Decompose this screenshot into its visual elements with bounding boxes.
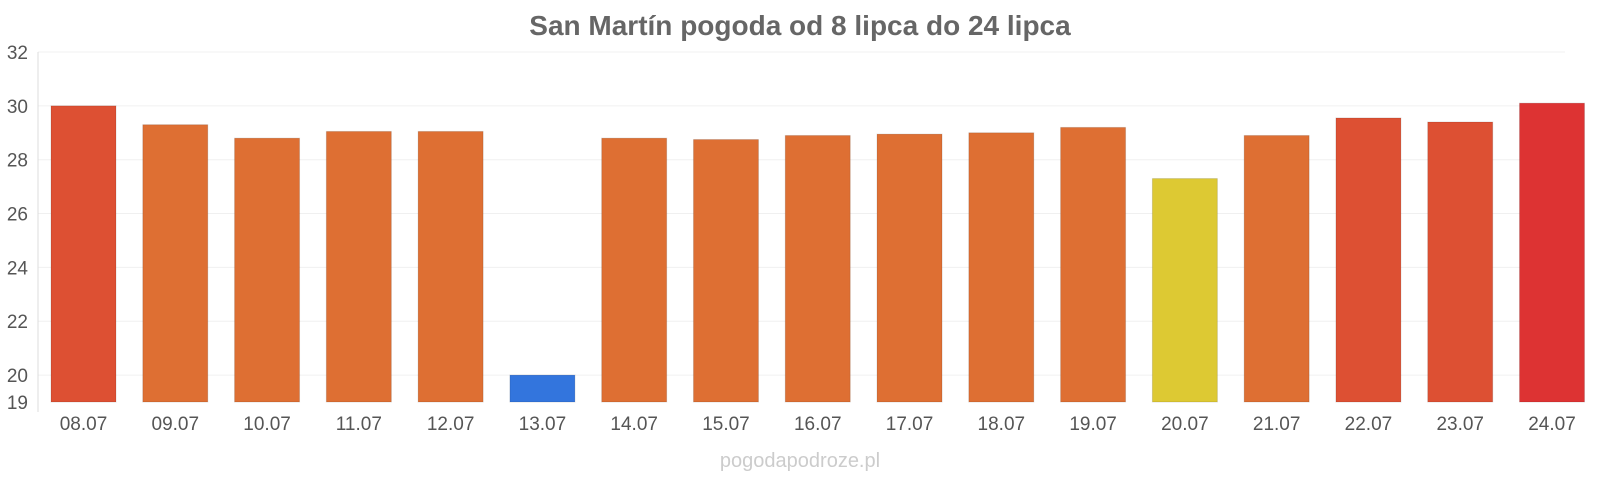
x-tick-label: 18.07 — [978, 414, 1026, 435]
bar — [1335, 117, 1402, 403]
y-tick-label: 30 — [7, 97, 28, 118]
x-tick-label: 15.07 — [702, 414, 750, 435]
bar — [417, 130, 484, 403]
bar — [142, 124, 209, 403]
bar — [1519, 102, 1585, 403]
x-tick-label: 19.07 — [1069, 414, 1117, 435]
x-tick-label: 14.07 — [610, 414, 658, 435]
x-tick-label: 16.07 — [794, 414, 842, 435]
x-tick-label: 23.07 — [1436, 414, 1484, 435]
bar — [325, 130, 392, 403]
bar — [1243, 134, 1310, 403]
bar — [1427, 121, 1494, 403]
y-tick-label: 22 — [7, 312, 28, 333]
y-tick-label: 24 — [7, 258, 29, 279]
x-tick-label: 12.07 — [427, 414, 475, 435]
x-tick-label: 17.07 — [886, 414, 934, 435]
watermark: pogodapodroze.pl — [719, 450, 881, 472]
bar — [784, 134, 851, 403]
bar — [692, 139, 759, 403]
bar — [876, 133, 943, 403]
x-tick-label: 09.07 — [152, 414, 200, 435]
bar — [509, 374, 576, 403]
bar — [1060, 126, 1127, 403]
x-tick-label: 22.07 — [1345, 414, 1393, 435]
y-tick-label: 28 — [7, 151, 28, 172]
y-tick-label: 32 — [7, 43, 28, 64]
x-tick-label: 11.07 — [336, 414, 382, 435]
axes: 19 20 22 24 26 28 30 32 08.07 09.07 10.07 11.07 12.0… — [7, 43, 1576, 435]
bars — [50, 102, 1585, 403]
y-tick-label: 19 — [7, 393, 28, 414]
x-tick-label: 13.07 — [519, 414, 567, 435]
y-tick-label: 20 — [7, 366, 28, 387]
x-tick-label: 24.07 — [1528, 414, 1576, 435]
bar — [234, 137, 301, 403]
x-tick-label: 08.07 — [60, 414, 108, 435]
x-tick-label: 21.07 — [1253, 414, 1301, 435]
y-tick-label: 26 — [7, 205, 28, 226]
bar — [1151, 178, 1218, 403]
x-tick-label: 10.07 — [243, 414, 291, 435]
bar — [968, 132, 1035, 403]
x-tick-label: 20.07 — [1161, 414, 1209, 435]
bar — [50, 105, 117, 403]
chart-title: San Martín pogoda od 8 lipca do 24 lipca — [529, 10, 1071, 41]
bar — [601, 137, 668, 403]
